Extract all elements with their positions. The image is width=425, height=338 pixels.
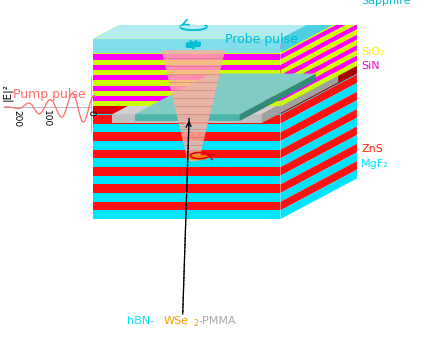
Polygon shape: [94, 106, 280, 114]
Polygon shape: [94, 185, 280, 193]
Polygon shape: [280, 100, 357, 150]
Polygon shape: [280, 8, 357, 54]
Polygon shape: [94, 150, 280, 159]
Polygon shape: [94, 66, 357, 106]
Polygon shape: [280, 61, 357, 106]
Polygon shape: [280, 3, 357, 49]
Polygon shape: [112, 114, 262, 123]
Polygon shape: [280, 14, 357, 59]
Polygon shape: [280, 118, 357, 167]
Polygon shape: [94, 202, 280, 211]
Text: ZnS: ZnS: [361, 144, 383, 154]
Polygon shape: [280, 66, 357, 115]
Polygon shape: [280, 152, 357, 202]
Text: Probe pulse: Probe pulse: [225, 33, 298, 46]
Polygon shape: [94, 86, 280, 91]
Polygon shape: [94, 211, 280, 219]
Polygon shape: [94, 49, 280, 54]
Polygon shape: [162, 50, 225, 161]
Text: 2: 2: [193, 319, 198, 328]
Text: MgF₂: MgF₂: [361, 159, 389, 169]
Polygon shape: [94, 54, 280, 59]
Polygon shape: [94, 59, 280, 65]
Polygon shape: [94, 115, 280, 124]
Polygon shape: [112, 74, 338, 114]
Text: |E|²: |E|²: [2, 82, 13, 100]
Polygon shape: [280, 45, 357, 91]
Polygon shape: [94, 0, 357, 39]
Polygon shape: [94, 101, 280, 106]
Polygon shape: [94, 70, 280, 75]
Polygon shape: [94, 91, 280, 96]
Polygon shape: [94, 106, 280, 115]
Text: Pump pulse: Pump pulse: [13, 88, 85, 101]
Polygon shape: [280, 66, 357, 114]
Polygon shape: [94, 96, 280, 101]
Text: WSe: WSe: [164, 316, 189, 326]
Polygon shape: [94, 65, 280, 70]
Polygon shape: [280, 126, 357, 176]
Polygon shape: [94, 66, 357, 106]
Text: 100: 100: [42, 110, 51, 128]
Text: -PMMA: -PMMA: [199, 316, 236, 326]
Text: SiN: SiN: [361, 61, 380, 71]
Polygon shape: [280, 161, 357, 211]
Polygon shape: [280, 109, 357, 159]
Polygon shape: [94, 39, 280, 53]
Polygon shape: [280, 40, 357, 86]
Polygon shape: [94, 141, 280, 150]
Text: hBN-: hBN-: [128, 316, 155, 326]
Polygon shape: [280, 19, 357, 65]
Polygon shape: [280, 74, 357, 124]
Polygon shape: [280, 170, 357, 219]
Polygon shape: [239, 74, 316, 121]
Text: 0: 0: [87, 110, 96, 116]
Ellipse shape: [186, 154, 209, 160]
Polygon shape: [94, 44, 280, 49]
Polygon shape: [94, 176, 280, 185]
Polygon shape: [135, 74, 316, 114]
Polygon shape: [280, 29, 357, 75]
Polygon shape: [280, 24, 357, 70]
Polygon shape: [135, 114, 239, 121]
Text: 200: 200: [12, 110, 22, 127]
Polygon shape: [94, 75, 280, 80]
Polygon shape: [280, 83, 357, 132]
Polygon shape: [280, 135, 357, 185]
Polygon shape: [280, 92, 357, 141]
Polygon shape: [94, 80, 280, 86]
Text: SiO₂: SiO₂: [361, 47, 385, 57]
Polygon shape: [280, 55, 357, 101]
Polygon shape: [280, 0, 357, 53]
Polygon shape: [94, 193, 280, 202]
Polygon shape: [94, 124, 280, 132]
Polygon shape: [262, 74, 338, 123]
Polygon shape: [280, 34, 357, 80]
Polygon shape: [280, 144, 357, 193]
Polygon shape: [94, 132, 280, 141]
Polygon shape: [94, 0, 357, 39]
Polygon shape: [94, 167, 280, 176]
Polygon shape: [280, 50, 357, 96]
Polygon shape: [94, 159, 280, 167]
Text: Sapphire: Sapphire: [361, 0, 411, 6]
